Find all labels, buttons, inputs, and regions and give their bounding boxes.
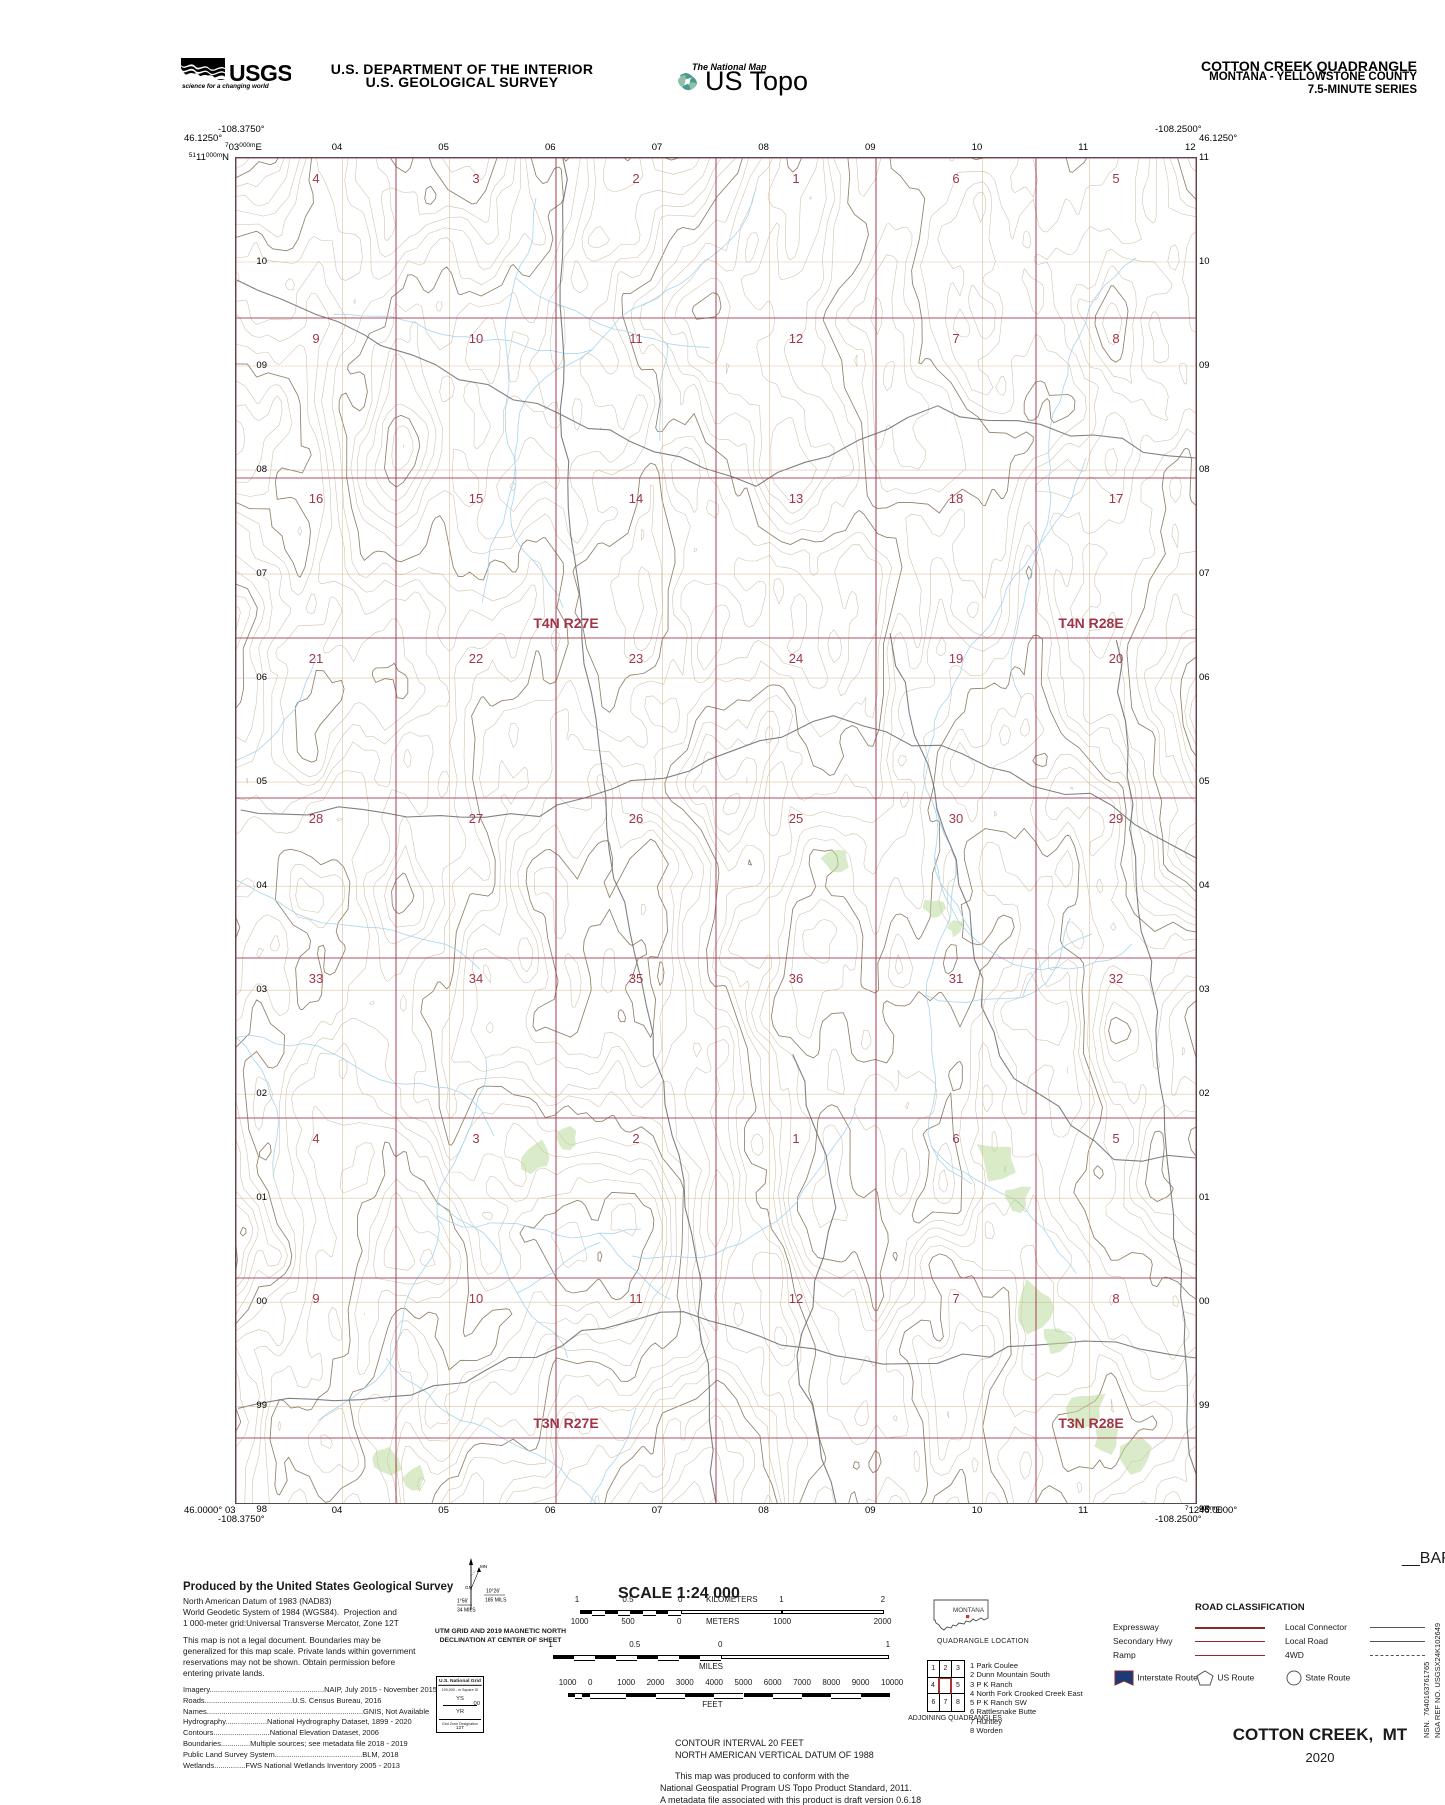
- svg-text:185 MILS: 185 MILS: [485, 1598, 507, 1604]
- svg-text:MN: MN: [480, 1564, 487, 1569]
- svg-text:MONTANA: MONTANA: [953, 1607, 985, 1614]
- svg-text:1°56': 1°56': [457, 1599, 468, 1605]
- svg-text:10°26': 10°26': [486, 1589, 500, 1595]
- svg-text:34 MILS: 34 MILS: [457, 1608, 476, 1614]
